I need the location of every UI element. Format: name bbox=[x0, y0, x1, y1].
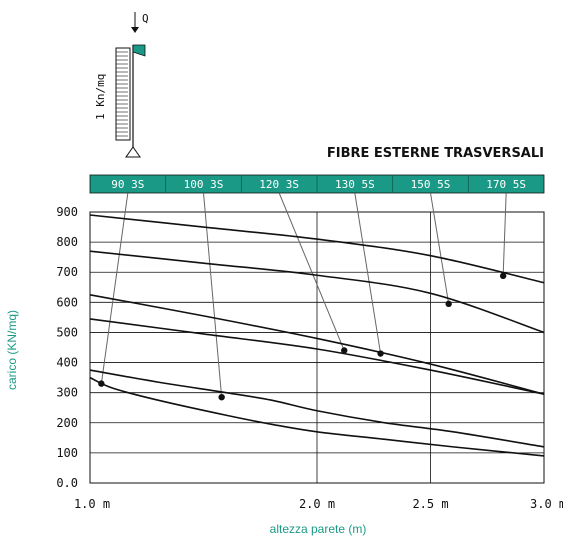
chart-title: FIBRE ESTERNE TRASVERSALI bbox=[327, 146, 544, 161]
header-label: 90 3S bbox=[111, 178, 144, 191]
y-axis-label: carico (KN/mq) bbox=[5, 310, 19, 390]
series-marker bbox=[98, 380, 105, 387]
series-line bbox=[89, 369, 545, 448]
distributed-load-label: 1 Kn/mq bbox=[94, 74, 107, 120]
y-tick-label: 900 bbox=[56, 205, 78, 219]
series-line bbox=[89, 250, 545, 334]
series-marker bbox=[341, 347, 348, 354]
x-tick-label: 2.0 m bbox=[299, 497, 335, 511]
leader-lines bbox=[100, 192, 507, 398]
series-marker bbox=[499, 272, 507, 280]
support-flag-icon bbox=[132, 44, 146, 57]
header-label: 130 5S bbox=[335, 178, 375, 191]
series-line bbox=[89, 376, 545, 457]
x-tick-label: 2.5 m bbox=[412, 497, 448, 511]
y-tick-label: 0.0 bbox=[56, 476, 78, 490]
header-label: 100 3S bbox=[184, 178, 224, 191]
series-line bbox=[89, 318, 545, 395]
series-leader-line bbox=[502, 192, 507, 276]
y-tick-label: 200 bbox=[56, 416, 78, 430]
series-leader-line bbox=[430, 192, 450, 304]
series-marker bbox=[445, 300, 452, 308]
series-line bbox=[89, 294, 545, 395]
series-line bbox=[89, 214, 545, 284]
distributed-load-hatch bbox=[116, 51, 128, 137]
header-label: 150 5S bbox=[411, 178, 451, 191]
series-lines bbox=[89, 214, 545, 457]
series-marker bbox=[377, 350, 384, 357]
load-arrowhead-icon bbox=[131, 27, 139, 33]
y-tick-label: 100 bbox=[56, 446, 78, 460]
series-header-bar: 90 3S 100 3S 120 3S 130 5S 150 5S 170 5S bbox=[89, 174, 545, 194]
header-label: 170 5S bbox=[486, 178, 526, 191]
pin-support-icon bbox=[125, 146, 141, 158]
series-markers bbox=[98, 272, 507, 401]
x-axis-label: altezza parete (m) bbox=[270, 522, 367, 536]
series-marker bbox=[218, 393, 225, 401]
y-tick-label: 400 bbox=[56, 356, 78, 370]
header-label: 120 3S bbox=[259, 178, 299, 191]
y-tick-label: 500 bbox=[56, 325, 78, 339]
x-tick-label: 1.0 m bbox=[74, 497, 110, 511]
series-leader-line bbox=[203, 192, 223, 398]
y-axis-ticks: 900 800 700 600 500 400 300 200 100 0.0 bbox=[56, 205, 78, 490]
x-axis-ticks: 1.0 m 2.0 m 2.5 m 3.0 m bbox=[74, 497, 563, 511]
distributed-load-box bbox=[115, 47, 131, 141]
load-label: Q bbox=[142, 12, 149, 25]
y-tick-label: 800 bbox=[56, 235, 78, 249]
grid bbox=[89, 211, 545, 484]
series-leader-line bbox=[278, 192, 345, 351]
schematic-diagram: Q 1 Kn/mq bbox=[94, 12, 149, 158]
y-tick-label: 300 bbox=[56, 386, 78, 400]
series-leader-line bbox=[100, 192, 129, 384]
y-tick-label: 600 bbox=[56, 295, 78, 309]
x-tick-label: 3.0 m bbox=[530, 497, 563, 511]
y-tick-label: 700 bbox=[56, 265, 78, 279]
series-leader-line bbox=[354, 192, 382, 354]
